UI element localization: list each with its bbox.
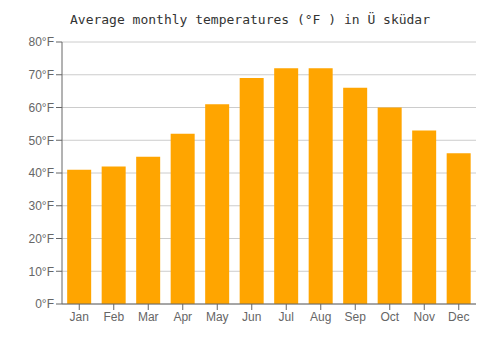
svg-text:30°F: 30°F — [29, 199, 54, 213]
svg-text:Aug: Aug — [310, 310, 331, 324]
svg-text:Jun: Jun — [242, 310, 261, 324]
svg-text:40°F: 40°F — [29, 166, 54, 180]
svg-text:Oct: Oct — [380, 310, 399, 324]
svg-text:80°F: 80°F — [29, 35, 54, 49]
html-text:Average monthly temperatures (: Average monthly temperatures (°F ) in Ü … — [70, 12, 430, 27]
svg-text:70°F: 70°F — [29, 68, 54, 82]
svg-text:20°F: 20°F — [29, 232, 54, 246]
svg-text:10°F: 10°F — [29, 265, 54, 279]
svg-text:Sep: Sep — [345, 310, 367, 324]
svg-text:60°F: 60°F — [29, 101, 54, 115]
svg-text:Mar: Mar — [138, 310, 159, 324]
svg-text:Nov: Nov — [414, 310, 435, 324]
svg-text:0°F: 0°F — [35, 297, 54, 311]
svg-text:Feb: Feb — [103, 310, 124, 324]
svg-text:Jul: Jul — [279, 310, 294, 324]
svg-text:Apr: Apr — [173, 310, 192, 324]
svg-text:Jan: Jan — [70, 310, 89, 324]
svg-text:Dec: Dec — [448, 310, 469, 324]
svg-text:May: May — [206, 310, 229, 324]
svg-text:50°F: 50°F — [29, 134, 54, 148]
